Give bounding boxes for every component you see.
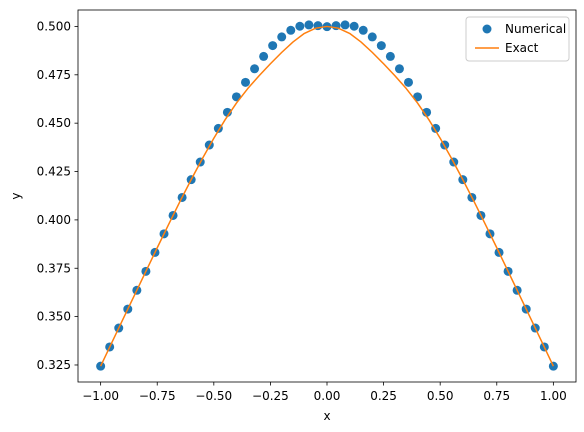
numerical-point: [340, 20, 350, 30]
y-tick-label: 0.425: [37, 165, 71, 179]
numerical-point: [268, 41, 278, 51]
numerical-point: [422, 107, 432, 117]
numerical-point: [250, 64, 260, 74]
y-axis-label: y: [9, 192, 23, 199]
numerical-point: [349, 21, 359, 31]
legend: Numerical Exact: [465, 16, 570, 62]
numerical-point: [358, 25, 368, 35]
numerical-point: [286, 25, 296, 35]
x-axis-label: x: [323, 409, 330, 423]
legend-marker-numerical: [482, 24, 492, 34]
plot-series: [96, 20, 558, 371]
numerical-point: [241, 77, 251, 87]
x-tick-label: 0.50: [427, 389, 454, 403]
numerical-point: [295, 21, 305, 31]
y-tick-label: 0.350: [37, 310, 71, 324]
x-tick-label: −0.50: [195, 389, 232, 403]
numerical-point: [259, 51, 269, 61]
legend-box: [465, 16, 570, 62]
y-tick-label: 0.500: [37, 19, 71, 33]
numerical-point: [222, 107, 232, 117]
numerical-point: [403, 77, 413, 87]
numerical-point: [385, 51, 395, 61]
exact-line: [99, 25, 555, 367]
legend-label-exact: Exact: [505, 41, 539, 55]
numerical-point: [376, 41, 386, 51]
x-tick-label: −1.00: [82, 389, 119, 403]
y-tick-label: 0.375: [37, 261, 71, 275]
x-tick-label: −0.75: [139, 389, 176, 403]
axis-ticks: −1.00 −0.75 −0.50 −0.25 0.00 0.25 0.50 0.75 1.00…: [37, 19, 567, 403]
x-tick-label: 0.25: [370, 389, 397, 403]
y-tick-label: 0.450: [37, 116, 71, 130]
legend-label-numerical: Numerical: [505, 22, 566, 36]
x-tick-label: −0.25: [252, 389, 289, 403]
y-tick-label: 0.475: [37, 68, 71, 82]
plot-frame: [77, 9, 577, 383]
x-tick-label: 0.00: [314, 389, 341, 403]
numerical-point: [304, 20, 314, 30]
y-tick-label: 0.400: [37, 213, 71, 227]
numerical-point: [277, 32, 287, 42]
numerical-point: [394, 64, 404, 74]
x-tick-label: 0.75: [483, 389, 510, 403]
y-tick-label: 0.325: [37, 358, 71, 372]
x-tick-label: 1.00: [540, 389, 567, 403]
numerical-point: [367, 32, 377, 42]
